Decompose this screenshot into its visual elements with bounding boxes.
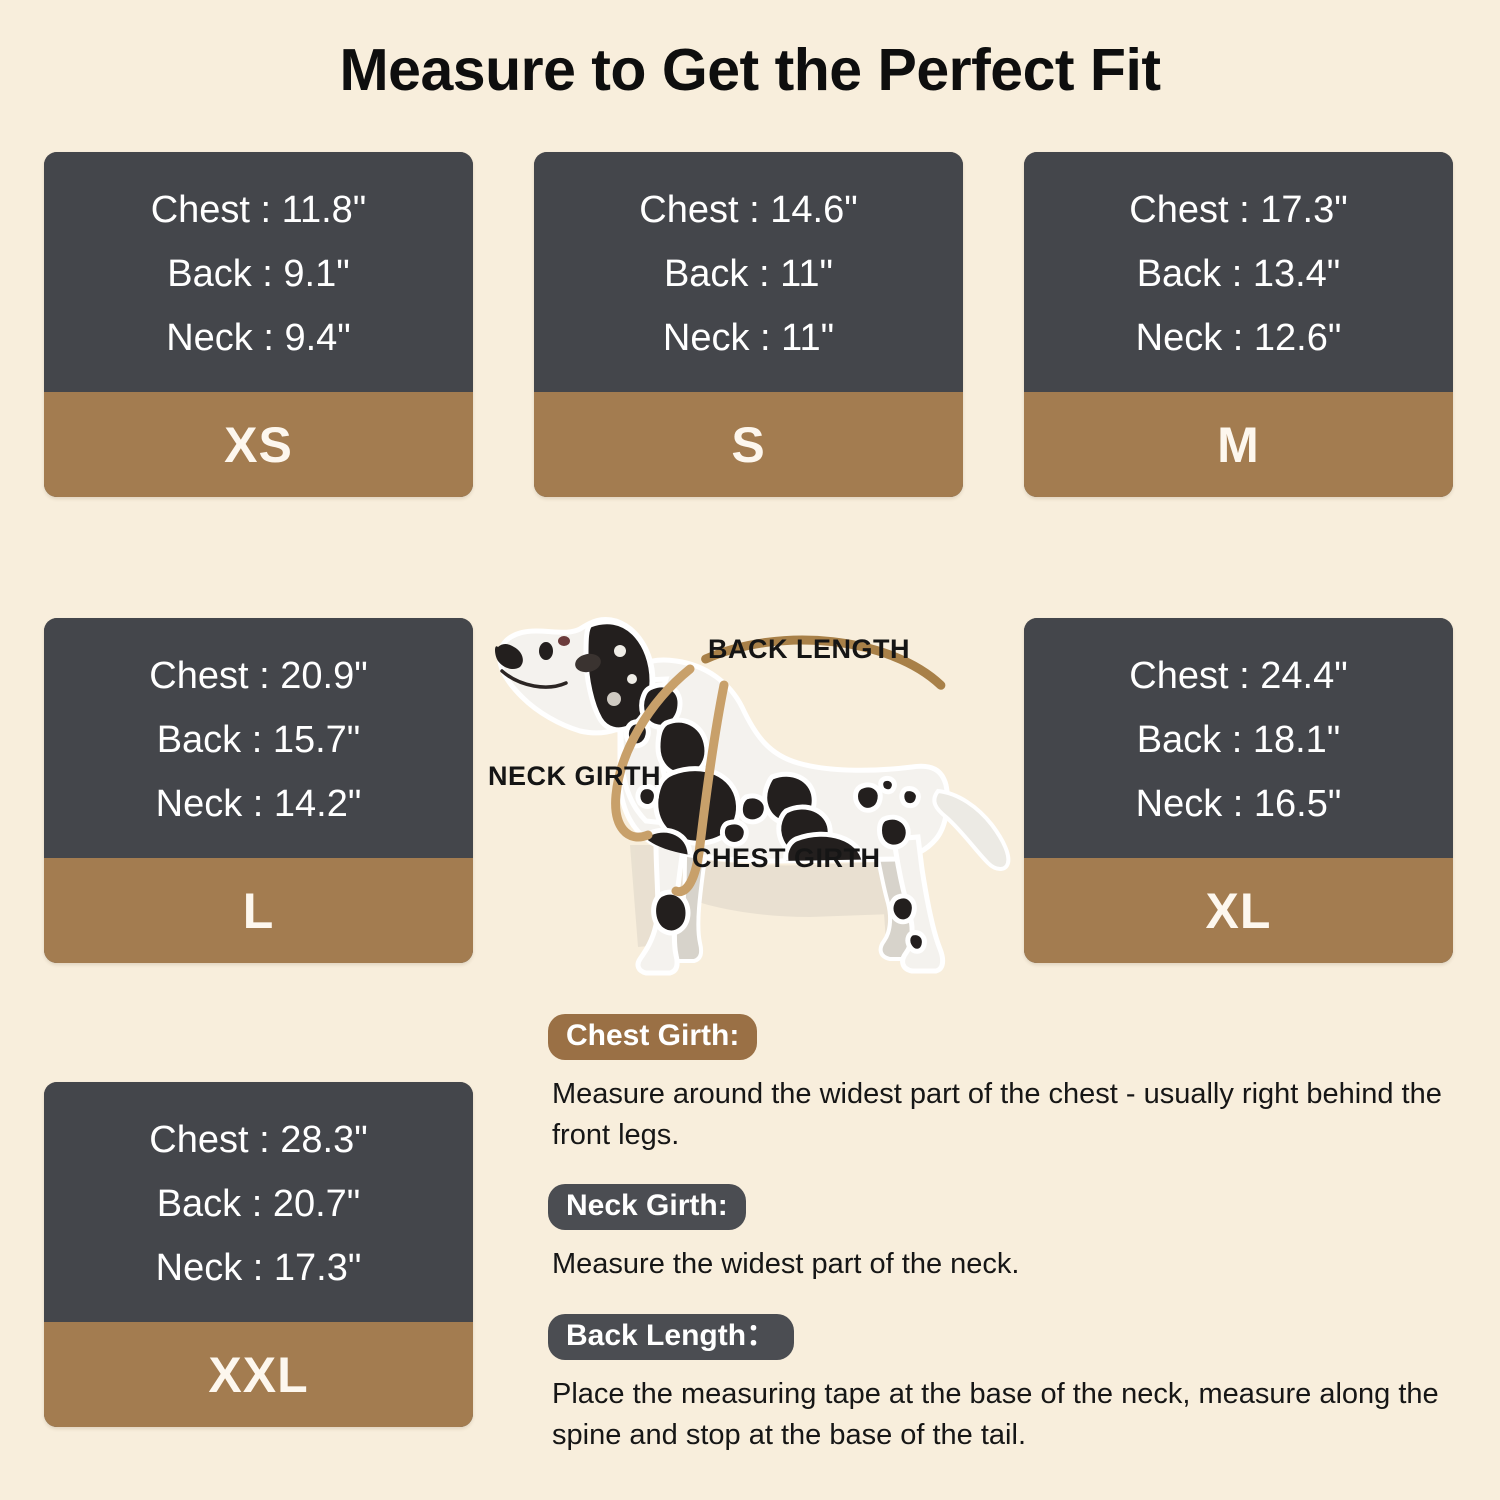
size-card-specs: Chest : 17.3" Back : 13.4" Neck : 12.6" <box>1024 152 1453 392</box>
size-card-xs: Chest : 11.8" Back : 9.1" Neck : 9.4" XS <box>44 152 473 497</box>
size-label-bar: M <box>1024 392 1453 497</box>
size-card-specs: Chest : 24.4" Back : 18.1" Neck : 16.5" <box>1024 618 1453 858</box>
size-card-specs: Chest : 11.8" Back : 9.1" Neck : 9.4" <box>44 152 473 392</box>
size-label: XXL <box>208 1346 309 1403</box>
size-label: XL <box>1205 882 1272 939</box>
callout-back-length: BACK LENGTH <box>708 634 910 664</box>
size-card-l: Chest : 20.9" Back : 15.7" Neck : 14.2" … <box>44 618 473 963</box>
spec-back: Back : 13.4" <box>1136 253 1341 295</box>
spec-neck: Neck : 14.2" <box>155 783 362 825</box>
spec-back: Back : 11" <box>663 253 834 295</box>
size-card-m: Chest : 17.3" Back : 13.4" Neck : 12.6" … <box>1024 152 1453 497</box>
spec-neck: Neck : 9.4" <box>166 317 351 359</box>
neck-girth-description: Measure the widest part of the neck. <box>552 1248 1020 1281</box>
size-card-specs: Chest : 20.9" Back : 15.7" Neck : 14.2" <box>44 618 473 858</box>
measurement-instructions: Chest Girth: Measure around the widest p… <box>548 1014 1463 1456</box>
chest-girth-description: Measure around the widest part of the ch… <box>552 1078 1442 1152</box>
dog-measurement-diagram: BACK LENGTH NECK GIRTH CHEST GIRTH <box>480 595 1025 985</box>
spec-neck: Neck : 12.6" <box>1135 317 1342 359</box>
back-length-badge: Back Length： <box>548 1313 795 1360</box>
spec-back: Back : 9.1" <box>167 253 350 295</box>
size-card-specs: Chest : 14.6" Back : 11" Neck : 11" <box>534 152 963 392</box>
spec-chest: Chest : 24.4" <box>1129 655 1348 697</box>
back-length-curve <box>701 635 946 690</box>
size-card-specs: Chest : 28.3" Back : 20.7" Neck : 17.3" <box>44 1082 473 1322</box>
size-card-s: Chest : 14.6" Back : 11" Neck : 11" S <box>534 152 963 497</box>
spec-chest: Chest : 14.6" <box>639 189 858 231</box>
spec-chest: Chest : 11.8" <box>150 189 367 231</box>
size-label: M <box>1217 416 1260 473</box>
size-label-bar: XXL <box>44 1322 473 1427</box>
size-label-bar: S <box>534 392 963 497</box>
size-label-bar: XL <box>1024 858 1453 963</box>
spec-chest: Chest : 17.3" <box>1129 189 1348 231</box>
neck-girth-badge: Neck Girth: <box>548 1184 746 1231</box>
size-label: S <box>731 416 766 473</box>
chest-girth-loop <box>671 680 729 897</box>
size-label-bar: L <box>44 858 473 963</box>
size-label-bar: XS <box>44 392 473 497</box>
instruction-chest-girth: Chest Girth: Measure around the widest p… <box>548 1014 1463 1156</box>
dog-leg-spots <box>651 889 927 954</box>
spec-back: Back : 20.7" <box>156 1183 361 1225</box>
spec-neck: Neck : 17.3" <box>155 1247 362 1289</box>
page-title: Measure to Get the Perfect Fit <box>339 37 1161 103</box>
size-label: L <box>242 882 275 939</box>
size-label: XS <box>224 416 293 473</box>
spec-back: Back : 15.7" <box>156 719 361 761</box>
spec-back: Back : 18.1" <box>1136 719 1341 761</box>
spec-neck: Neck : 16.5" <box>1135 783 1342 825</box>
instruction-neck-girth: Neck Girth: Measure the widest part of t… <box>548 1184 1463 1285</box>
callout-neck-girth: NECK GIRTH <box>488 761 661 791</box>
spec-neck: Neck : 11" <box>662 317 835 359</box>
spec-chest: Chest : 28.3" <box>149 1119 368 1161</box>
chest-girth-badge: Chest Girth: <box>548 1014 758 1060</box>
size-card-xxl: Chest : 28.3" Back : 20.7" Neck : 17.3" … <box>44 1082 473 1427</box>
instruction-back-length: Back Length： Place the measuring tape at… <box>548 1313 1463 1456</box>
callout-chest-girth: CHEST GIRTH <box>692 843 881 873</box>
neck-girth-loop <box>611 664 695 842</box>
dog-head <box>495 616 689 829</box>
spec-chest: Chest : 20.9" <box>149 655 368 697</box>
size-card-xl: Chest : 24.4" Back : 18.1" Neck : 16.5" … <box>1024 618 1453 963</box>
measurement-curves <box>611 635 946 897</box>
back-length-description: Place the measuring tape at the base of … <box>552 1377 1439 1451</box>
